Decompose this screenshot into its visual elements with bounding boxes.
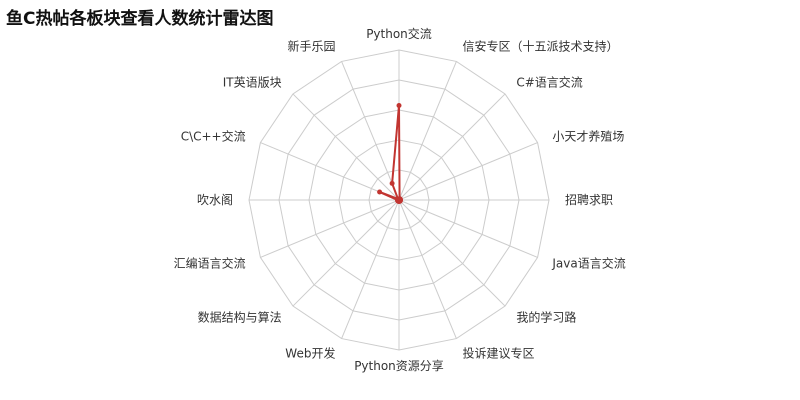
- indicator-label: 数据结构与算法: [198, 309, 282, 324]
- axis-line: [398, 199, 457, 339]
- chart-title: 鱼C热帖各板块查看人数统计雷达图: [6, 9, 274, 29]
- axis-line: [398, 199, 506, 307]
- axis-line: [292, 93, 400, 201]
- indicator-label: Web开发: [285, 345, 335, 360]
- axis-line: [398, 61, 457, 201]
- axis-line: [398, 199, 538, 258]
- axis-line: [341, 61, 400, 201]
- series-line: [379, 105, 402, 203]
- indicator-label: 吹水阁: [197, 193, 233, 207]
- indicator-label: Python资源分享: [354, 358, 444, 373]
- data-point: [389, 180, 395, 186]
- data-point: [396, 103, 402, 108]
- axis-line: [292, 199, 400, 307]
- axis-line: [260, 142, 400, 201]
- indicator-label: 招聘求职: [565, 193, 613, 207]
- indicator-label: Python交流: [366, 26, 432, 41]
- indicator-label: 投诉建议专区: [463, 345, 535, 360]
- indicator-label: 新手乐园: [287, 39, 335, 54]
- indicator-label: Java语言交流: [551, 256, 625, 271]
- indicator-label: 汇编语言交流: [174, 256, 246, 271]
- data-point: [395, 196, 401, 202]
- axis-line: [341, 199, 400, 339]
- indicator-label: C\C++交流: [181, 128, 246, 143]
- indicator-label: IT英语版块: [223, 76, 282, 90]
- indicator-label: C#语言交流: [516, 75, 582, 90]
- axis-line: [398, 93, 506, 201]
- axis-line: [398, 142, 538, 201]
- axis-line: [260, 199, 400, 258]
- indicator-label: 我的学习路: [516, 309, 576, 324]
- data-point: [377, 189, 383, 195]
- indicator-label: 小天才养殖场: [552, 128, 624, 143]
- indicator-label: 信安专区（十五派技术支持）: [463, 39, 619, 54]
